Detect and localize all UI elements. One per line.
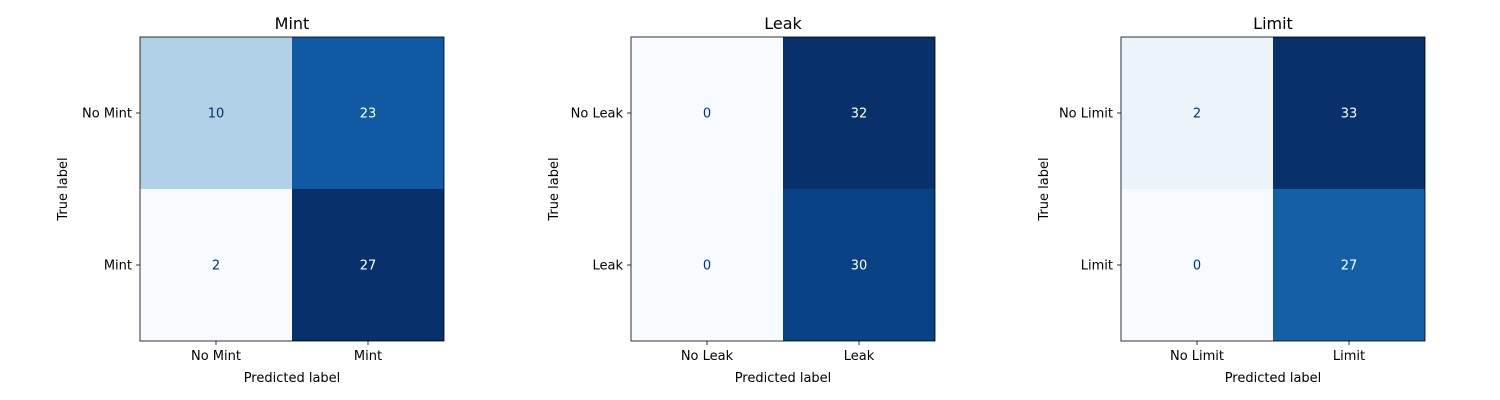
cell-value-label: 10 [208, 107, 225, 122]
confusion-matrix-panel-1: 10 23 2 27 No Mint Mint No Mint Mint Mint Predict… [56, 14, 445, 386]
cell-value-label: 27 [360, 259, 377, 274]
matrix-cell [1121, 189, 1273, 341]
matrix-cell [783, 189, 935, 341]
x-tick-label: Limit [1333, 349, 1365, 364]
confusion-matrix-panel-2: 0 32 0 30 No Leak Leak No Leak Leak Leak Predicte… [547, 14, 936, 386]
plot-frame [139, 36, 445, 342]
chart-title: Limit [1253, 14, 1293, 33]
matrix-cell [1273, 37, 1425, 189]
matrix-cell [140, 37, 292, 189]
plot-frame [630, 36, 936, 342]
cell-value-label: 2 [212, 259, 220, 274]
x-axis-label: Predicted label [1225, 371, 1322, 386]
confusion-matrix-panel-3: 2 33 0 27 No Limit Limit No Limit Limit Limit Pre… [1037, 14, 1426, 386]
matrix-cell [1273, 189, 1425, 341]
y-tick-label: Leak [592, 259, 623, 274]
cell-value-label: 32 [851, 107, 868, 122]
x-axis-label: Predicted label [735, 371, 832, 386]
y-axis-label: True label [547, 157, 562, 221]
cell-value-label: 0 [703, 259, 711, 274]
y-tick-label: No Limit [1059, 107, 1113, 122]
matrix-cell [140, 189, 292, 341]
cell-value-label: 0 [1193, 259, 1201, 274]
cell-value-label: 23 [360, 107, 377, 122]
x-tick-label: Mint [354, 349, 382, 364]
matrix-cell [631, 37, 783, 189]
x-tick-label: No Leak [681, 349, 734, 364]
plot-frame [1120, 36, 1426, 342]
chart-title: Mint [275, 14, 310, 33]
matrix-cell [1121, 37, 1273, 189]
cell-value-label: 2 [1193, 107, 1201, 122]
cell-value-label: 33 [1341, 107, 1358, 122]
cell-value-label: 30 [851, 259, 868, 274]
y-tick-label: No Leak [571, 107, 624, 122]
cell-value-label: 0 [703, 107, 711, 122]
x-axis-label: Predicted label [244, 371, 341, 386]
y-tick-label: No Mint [82, 107, 132, 122]
y-axis-label: True label [1037, 157, 1052, 221]
matrix-cell [292, 37, 444, 189]
y-axis-label: True label [56, 157, 71, 221]
x-tick-label: Leak [844, 349, 875, 364]
chart-title: Leak [764, 14, 802, 33]
y-tick-label: Mint [104, 259, 132, 274]
matrix-cell [631, 189, 783, 341]
matrix-cell [783, 37, 935, 189]
x-tick-label: No Limit [1170, 349, 1224, 364]
matrix-cell [292, 189, 444, 341]
y-tick-label: Limit [1081, 259, 1113, 274]
cell-value-label: 27 [1341, 259, 1358, 274]
x-tick-label: No Mint [191, 349, 241, 364]
